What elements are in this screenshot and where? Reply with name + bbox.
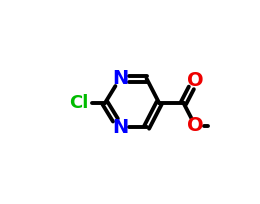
Text: N: N [112, 69, 128, 88]
Text: N: N [112, 118, 128, 137]
Text: Cl: Cl [69, 94, 89, 112]
Text: O: O [187, 116, 204, 135]
Text: O: O [187, 71, 204, 90]
